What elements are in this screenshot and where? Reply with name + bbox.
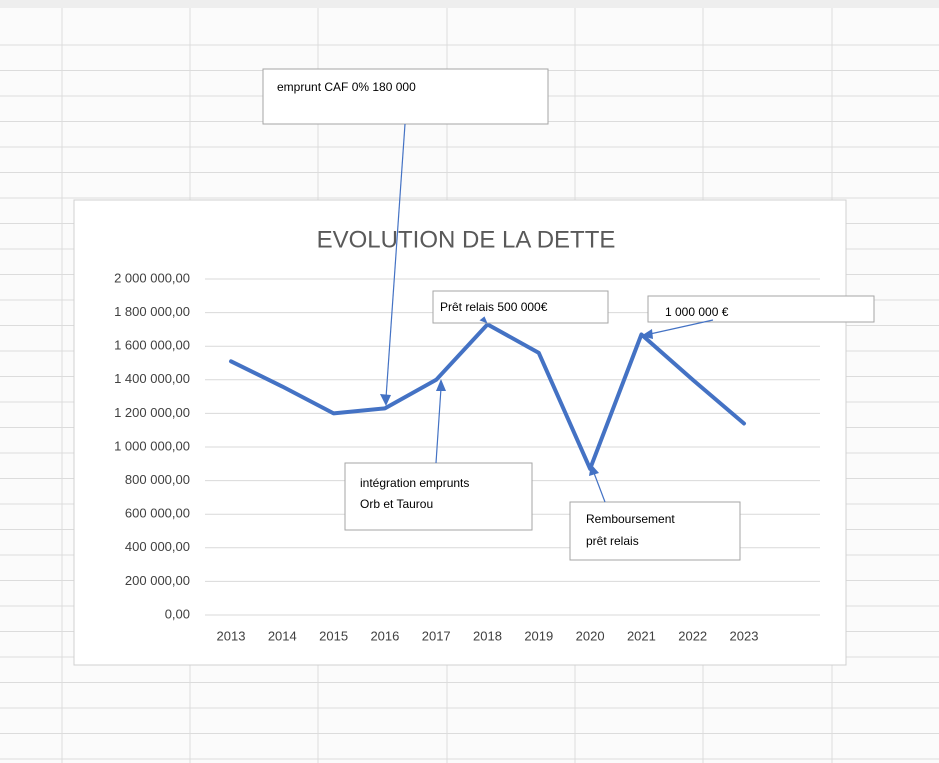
- chart-area: [73, 199, 847, 666]
- y-tick-label: 1 800 000,00: [114, 304, 190, 319]
- annotation-box: [344, 462, 533, 531]
- annotation-text: emprunt CAF 0% 180 000: [277, 80, 416, 94]
- arrow-head: [380, 394, 391, 406]
- y-tick-label: 200 000,00: [125, 573, 190, 588]
- x-tick-label: 2020: [576, 628, 605, 643]
- y-tick-label: 400 000,00: [125, 539, 190, 554]
- y-tick-label: 2 000 000,00: [114, 270, 190, 285]
- annotation-text: Prêt relais 500 000€: [440, 300, 548, 314]
- y-tick-label: 0,00: [165, 606, 190, 621]
- arrow-head: [479, 316, 488, 324]
- x-tick-label: 2018: [473, 628, 502, 643]
- x-tick-label: 2022: [678, 628, 707, 643]
- annotation-text: intégration emprunts: [360, 476, 469, 490]
- y-tick-label: 600 000,00: [125, 506, 190, 521]
- annotation-arrow: [435, 387, 442, 464]
- annotation-text: prêt relais: [586, 534, 639, 548]
- x-tick-label: 2019: [524, 628, 553, 643]
- data-line: [229, 322, 746, 471]
- annotation-text: Orb et Taurou: [360, 497, 433, 511]
- x-tick-label: 2016: [370, 628, 399, 643]
- y-tick-label: 1 000 000,00: [114, 438, 190, 453]
- x-tick-label: 2014: [268, 628, 297, 643]
- annotation-text: 1 000 000 €: [665, 305, 729, 319]
- annotation-box: [569, 501, 741, 561]
- x-tick-label: 2013: [217, 628, 246, 643]
- y-tick-label: 1 400 000,00: [114, 371, 190, 386]
- annotation-box: [432, 290, 609, 324]
- arrow-head: [436, 379, 446, 391]
- x-tick-label: 2017: [422, 628, 451, 643]
- chart-title: EVOLUTION DE LA DETTE: [317, 226, 616, 253]
- x-tick-label: 2015: [319, 628, 348, 643]
- y-tick-label: 1 600 000,00: [114, 338, 190, 353]
- y-tick-label: 1 200 000,00: [114, 405, 190, 420]
- annotation-box: [262, 68, 549, 125]
- annotation-box: [647, 295, 875, 323]
- y-tick-label: 800 000,00: [125, 472, 190, 487]
- top-strip: [0, 0, 939, 8]
- arrow-head: [641, 329, 653, 339]
- annotation-arrow: [593, 472, 606, 503]
- plot: 0,00 200 000,00 400 000,00 600 000,00 800 00…: [114, 270, 820, 643]
- annotation-arrow: [385, 123, 406, 399]
- x-tick-label: 2023: [730, 628, 759, 643]
- annotation-arrow: [649, 319, 714, 335]
- annotation-text: Remboursement: [586, 512, 675, 526]
- annotations: emprunt CAF 0% 180 000 Prêt relais 500 0…: [262, 68, 875, 561]
- arrow-head: [589, 464, 599, 476]
- x-tick-label: 2021: [627, 628, 656, 643]
